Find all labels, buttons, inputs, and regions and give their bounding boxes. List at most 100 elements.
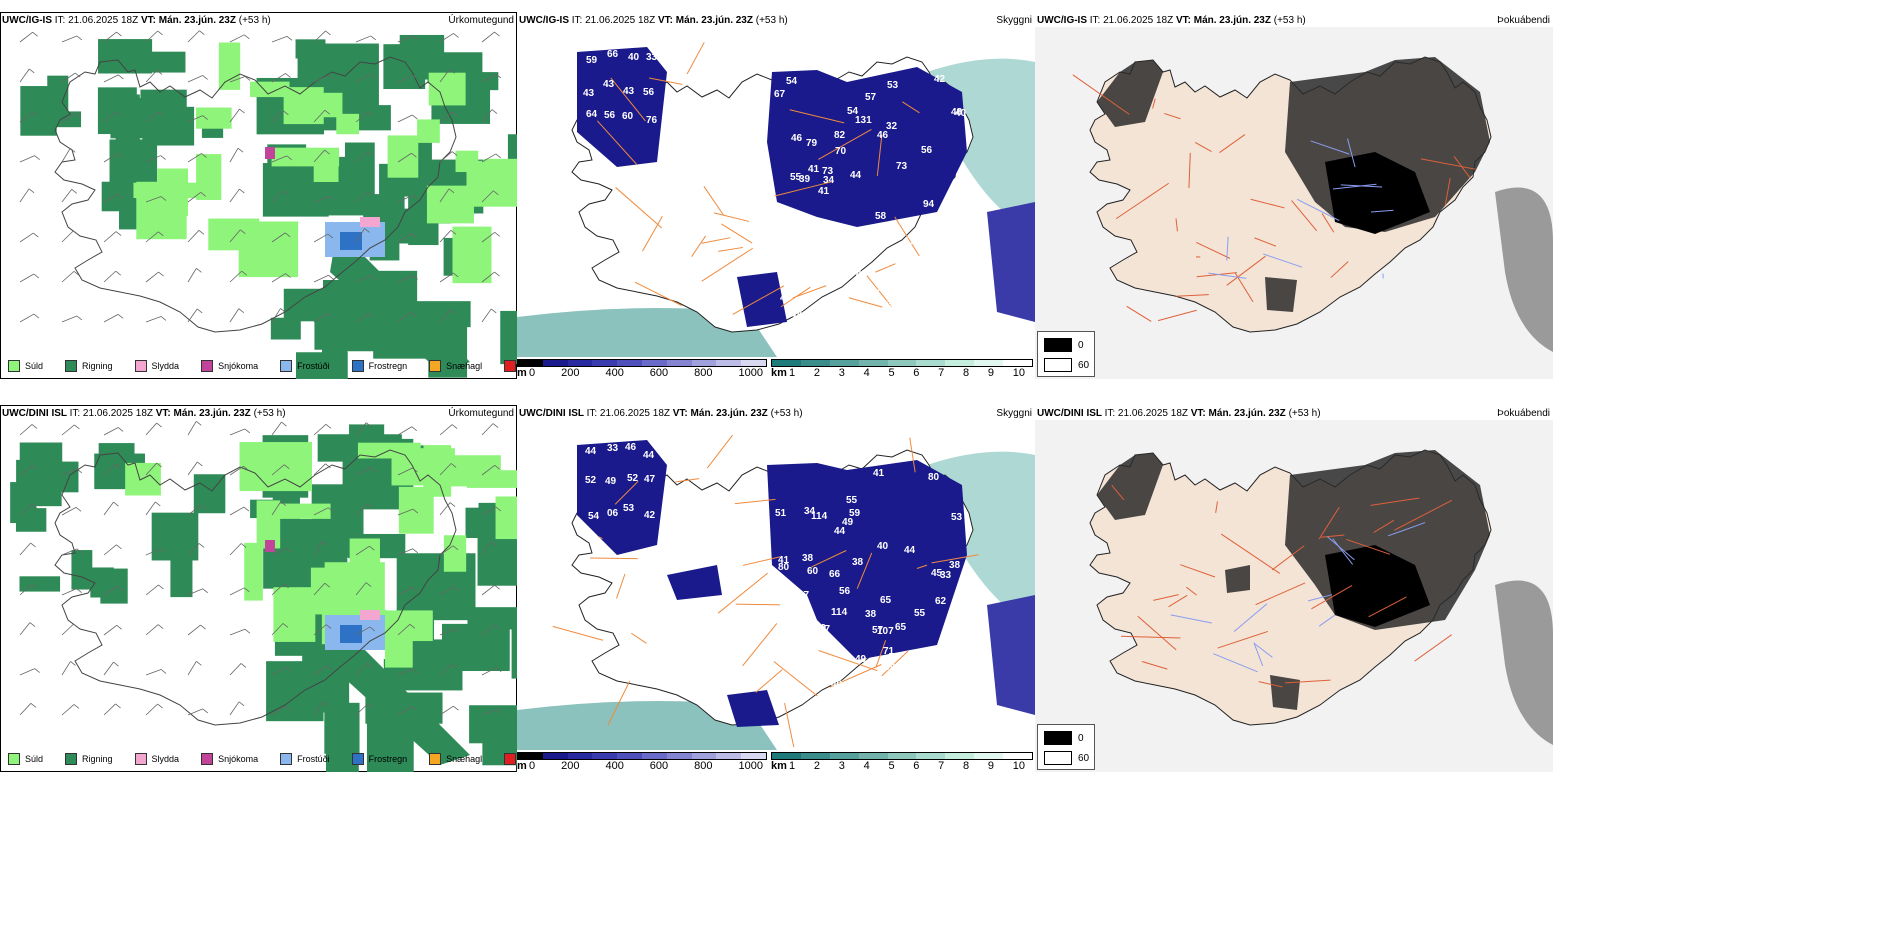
rain-area [20,86,57,136]
wind-barb-flag [411,426,417,432]
drizzle-area [387,135,419,178]
wind-barb-flag [451,151,458,156]
drizzle-area [426,185,474,224]
wind-barb-flag [325,624,332,629]
wind-barb [145,501,156,516]
wind-barb-flag [448,188,455,194]
wind-barb [481,31,495,43]
wind-barb [229,308,240,323]
wind-barb [61,112,76,123]
wind-barb-flag [241,270,247,276]
cloud-base-value: 49 [884,662,896,673]
valid-label: VT: [1190,408,1209,419]
cloud-base-value: 40 [955,108,967,119]
fog-shade [1495,187,1553,352]
visibility-colorbar: km 1 2 3 4 5 6 7 8 9 10 [771,357,1033,379]
colorbar-tick: 5 [888,760,895,772]
cloud-base-value: 65 [943,706,955,717]
wind-barb [61,506,77,516]
river-line [1387,522,1426,537]
visibility-panel: 44 33 46 44 52 49 52 47 54 06 53 42 38 41 45 47 44 53 67 55… [517,405,1035,772]
wind-barb-flag [117,314,124,319]
cloud-base-value: 40 [822,255,834,266]
cloud-base-value: 33 [646,52,658,63]
wind-barb-flag [117,427,124,432]
road-line [1330,261,1349,278]
colorbar-ramp [517,359,767,367]
drizzle-area [271,503,331,519]
wind-barb [19,232,34,243]
wind-barb [19,503,33,516]
wind-barb-flag [328,274,334,280]
legend-swatch [504,360,517,372]
cloud-base-value: 38 [852,557,864,568]
wind-barb [481,506,497,516]
rain-area [100,568,128,604]
wind-barb [313,665,328,676]
legend-swatch [351,360,364,372]
wind-barb [187,230,200,243]
wind-barb-flag [156,462,162,468]
rain-band [330,635,470,765]
wind-barb-flag [202,708,209,714]
valid-time: Mán. 23.jún. 23Z [173,408,254,419]
river-line [1226,236,1229,261]
cloud-base-value: 56 [604,110,616,121]
wind-barb [397,586,413,596]
wind-barb [355,467,371,476]
wind-barb-flag [283,464,290,470]
wind-barb [313,582,326,596]
road-line [1318,507,1340,540]
drizzle-area [313,150,339,182]
road-line [721,223,753,244]
rain-area [295,39,326,59]
road-line [1444,178,1451,206]
legend-item: Slydda [134,753,179,765]
colorbar-tick: 4 [863,760,870,772]
wind-barb [187,308,198,323]
snow-area [265,147,275,159]
wind-barb [397,706,412,716]
wind-barb [481,190,494,203]
wind-barb-flag [411,586,418,592]
wind-barb [145,271,159,283]
cloud-base-value: 59 [849,508,861,519]
road-line [909,437,916,473]
valid-time: Mán. 23.jún. 23Z [1193,15,1274,26]
wind-barb [103,153,118,163]
wind-barb-flag [237,147,244,153]
road-line [1234,272,1254,303]
wind-barb [19,583,33,596]
wind-barb [145,624,159,636]
road-line [848,297,883,308]
wind-barb-flag [283,110,289,116]
wind-barb [481,231,495,243]
legend-label: Snæhagl [446,361,483,371]
cloud-base-value: 70 [843,695,855,706]
cloud-base-value: 06 [607,508,619,519]
wind-barb [145,155,161,163]
wind-barb [481,109,493,123]
road-line [734,498,776,505]
wind-barb [229,465,244,476]
wind-barb [229,229,241,243]
wind-barb-flag [30,542,36,548]
wind-barb-flag [491,308,497,314]
wind-barb-flag [70,661,76,666]
wind-barb-flag [454,628,460,633]
cloud-base-value: 47 [644,474,656,485]
colorbar-tick: 8 [963,367,970,379]
wind-barb [229,108,240,123]
precip-legend: Súld Rigning Slydda Snjókoma Frostúði Frostre… [0,748,517,770]
fog-dense-area [1097,453,1163,520]
wind-barb-flag [369,73,376,79]
wind-barb [187,708,203,716]
wind-barb [271,705,286,716]
wind-barb-flag [202,75,208,80]
wind-barb-flag [115,231,122,236]
wind-barb [61,661,71,676]
colorbar-tick: 200 [561,367,580,379]
cloud-base-value: 46 [625,442,637,453]
cloud-base-value: 34 [871,691,883,702]
cloud-base-value: 46 [791,133,803,144]
